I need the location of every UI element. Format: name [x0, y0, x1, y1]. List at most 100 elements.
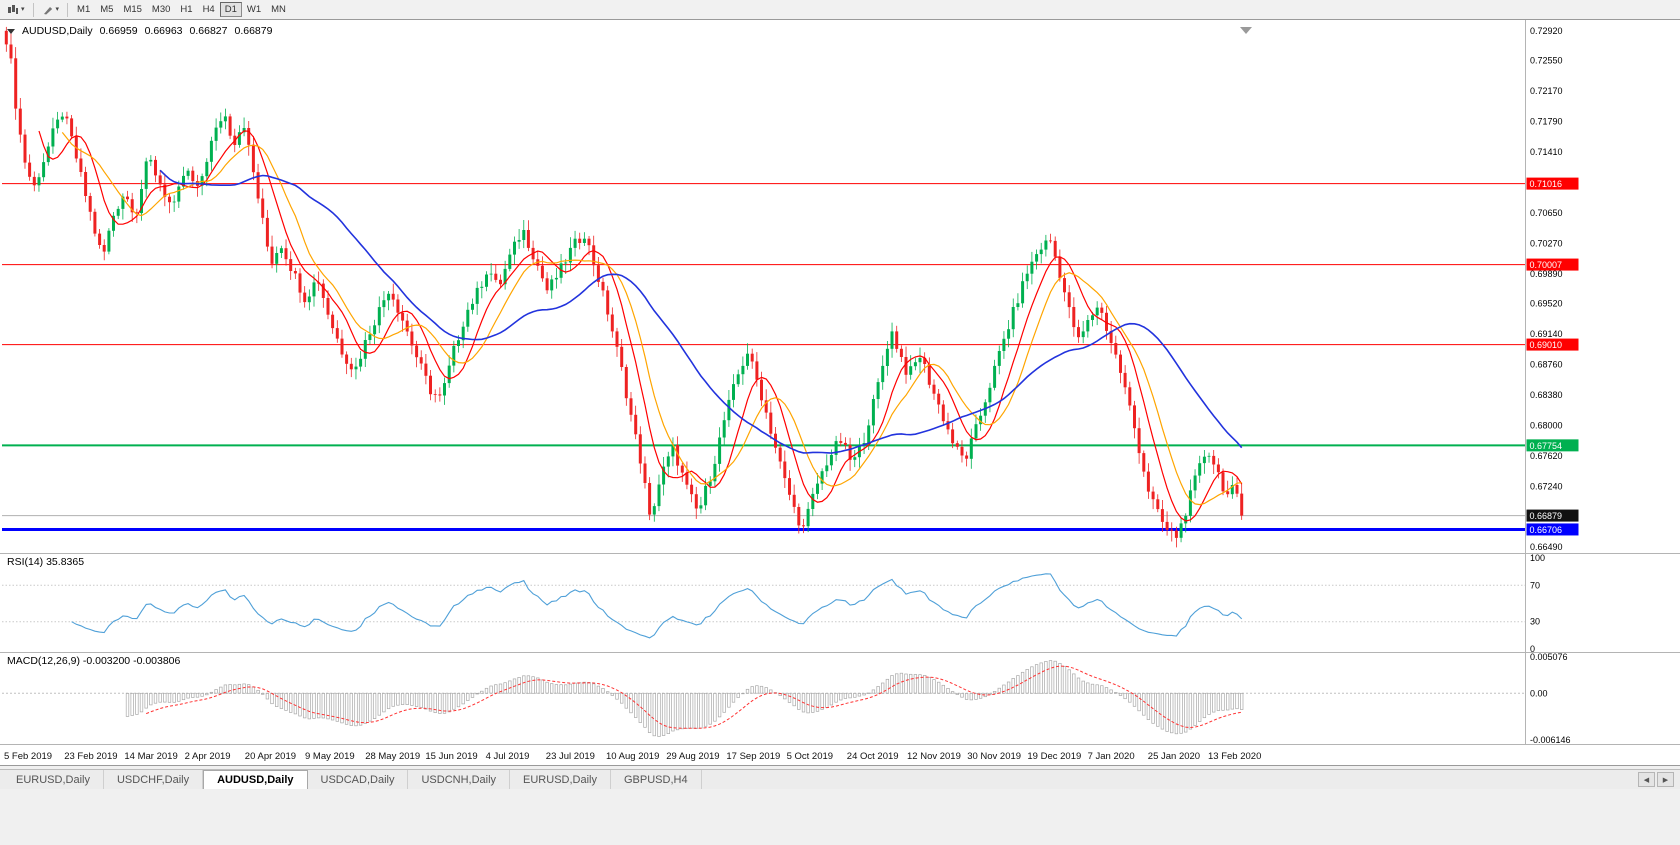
- tab-gbpusd-h4[interactable]: GBPUSD,H4: [611, 770, 702, 789]
- svg-text:0.71016: 0.71016: [1530, 179, 1563, 189]
- svg-text:23 Jul 2019: 23 Jul 2019: [546, 751, 595, 762]
- svg-text:0.66490: 0.66490: [1530, 542, 1563, 552]
- timeframe-button-m15[interactable]: M15: [118, 2, 146, 17]
- svg-text:-0.006146: -0.006146: [1530, 735, 1571, 745]
- svg-text:0.70007: 0.70007: [1530, 260, 1563, 270]
- time-axis[interactable]: 5 Feb 2019 23 Feb 2019 14 Mar 2019 2 Apr 20…: [4, 751, 1261, 762]
- pencil-icon: [43, 6, 52, 14]
- chart-shift-marker[interactable]: [1240, 27, 1252, 34]
- svg-text:0.69010: 0.69010: [1530, 340, 1563, 350]
- svg-text:0: 0: [1530, 644, 1535, 654]
- candlestick-chart-icon: [8, 4, 18, 14]
- svg-text:5 Feb 2019: 5 Feb 2019: [4, 751, 52, 762]
- svg-text:12 Nov 2019: 12 Nov 2019: [907, 751, 961, 762]
- timeframe-button-m1[interactable]: M1: [72, 2, 95, 17]
- tab-nav: ◀ ▶: [1638, 770, 1680, 789]
- chart-toolbar: ▾ ▾ M1 M5 M15 M30 H1 H4 D1 W1 MN: [0, 0, 1680, 20]
- svg-text:24 Oct 2019: 24 Oct 2019: [847, 751, 899, 762]
- timeframe-button-h4[interactable]: H4: [198, 2, 220, 17]
- svg-text:70: 70: [1530, 580, 1540, 590]
- chart-symbol-period: AUDUSD,Daily: [22, 25, 93, 37]
- rsi-line: [71, 573, 1243, 639]
- macd-histogram: [125, 660, 1244, 737]
- one-click-trading-arrow-icon[interactable]: [7, 28, 15, 34]
- tab-scroll-right-button[interactable]: ▶: [1657, 772, 1674, 787]
- chart-type-button[interactable]: ▾: [3, 2, 29, 18]
- macd-axis[interactable]: 0.005076 0.00 -0.006146: [1530, 652, 1571, 745]
- status-bar: [0, 789, 1680, 845]
- timeframe-button-mn[interactable]: MN: [266, 2, 291, 17]
- timeframe-button-h1[interactable]: H1: [175, 2, 197, 17]
- svg-text:29 Aug 2019: 29 Aug 2019: [666, 751, 719, 762]
- svg-text:0.72920: 0.72920: [1530, 26, 1563, 36]
- chart-low-value: 0.66827: [189, 25, 228, 37]
- tab-audusd-daily[interactable]: AUDUSD,Daily: [203, 770, 308, 789]
- svg-text:0.71790: 0.71790: [1530, 116, 1563, 126]
- timeframe-button-w1[interactable]: W1: [242, 2, 266, 17]
- tab-eurusd-daily[interactable]: EURUSD,Daily: [510, 770, 611, 789]
- toolbar-separator: [32, 2, 34, 17]
- chart-open-value: 0.66959: [99, 25, 138, 37]
- tab-usdcnh-daily[interactable]: USDCNH,Daily: [408, 770, 511, 789]
- svg-text:30: 30: [1530, 617, 1540, 627]
- svg-text:0.69520: 0.69520: [1530, 299, 1563, 309]
- svg-text:25 Jan 2020: 25 Jan 2020: [1148, 751, 1200, 762]
- svg-text:0.70270: 0.70270: [1530, 238, 1563, 248]
- svg-text:0.00: 0.00: [1530, 688, 1548, 698]
- dropdown-caret-icon: ▾: [21, 6, 25, 13]
- svg-text:0.72170: 0.72170: [1530, 86, 1563, 96]
- svg-text:14 Mar 2019: 14 Mar 2019: [124, 751, 177, 762]
- svg-text:0.68380: 0.68380: [1530, 390, 1563, 400]
- svg-text:4 Jul 2019: 4 Jul 2019: [486, 751, 530, 762]
- drawing-tools-button[interactable]: ▾: [38, 2, 64, 18]
- chart-ohlc-header: AUDUSD,Daily 0.66959 0.66963 0.66827 0.6…: [7, 25, 272, 37]
- svg-text:0.67754: 0.67754: [1530, 441, 1563, 451]
- candles-layer: [4, 26, 1244, 548]
- timeframe-button-d1[interactable]: D1: [219, 2, 242, 17]
- svg-text:0.67240: 0.67240: [1530, 482, 1563, 492]
- chart-tab-bar: EURUSD,Daily USDCHF,Daily AUDUSD,Daily USDC…: [0, 769, 1680, 789]
- svg-text:10 Aug 2019: 10 Aug 2019: [606, 751, 659, 762]
- svg-text:28 May 2019: 28 May 2019: [365, 751, 420, 762]
- tab-usdchf-daily[interactable]: USDCHF,Daily: [104, 770, 204, 789]
- chart-canvas[interactable]: 0.72920 0.72550 0.72170 0.71790 0.71410 0.706…: [0, 20, 1680, 766]
- svg-text:0.68000: 0.68000: [1530, 421, 1563, 431]
- svg-text:0.69890: 0.69890: [1530, 269, 1563, 279]
- svg-text:13 Feb 2020: 13 Feb 2020: [1208, 751, 1261, 762]
- level-lines-layer[interactable]: [2, 183, 1525, 531]
- svg-text:0.67620: 0.67620: [1530, 451, 1563, 461]
- svg-text:5 Oct 2019: 5 Oct 2019: [787, 751, 833, 762]
- svg-text:0.68760: 0.68760: [1530, 360, 1563, 370]
- rsi-indicator-label: RSI(14) 35.8365: [7, 556, 85, 568]
- svg-text:15 Jun 2019: 15 Jun 2019: [425, 751, 477, 762]
- svg-text:0.005076: 0.005076: [1530, 652, 1568, 662]
- svg-text:30 Nov 2019: 30 Nov 2019: [967, 751, 1021, 762]
- svg-text:0.72550: 0.72550: [1530, 56, 1563, 66]
- tab-scroll-left-button[interactable]: ◀: [1638, 772, 1655, 787]
- timeframe-button-m30[interactable]: M30: [147, 2, 175, 17]
- chart-close-value: 0.66879: [234, 25, 273, 37]
- dropdown-caret-icon: ▾: [55, 6, 60, 13]
- svg-text:0.66706: 0.66706: [1530, 525, 1563, 535]
- macd-indicator-label: MACD(12,26,9) -0.003200 -0.003806: [7, 655, 181, 667]
- svg-text:20 Apr 2019: 20 Apr 2019: [245, 751, 296, 762]
- svg-text:7 Jan 2020: 7 Jan 2020: [1088, 751, 1135, 762]
- timeframe-button-m5[interactable]: M5: [95, 2, 118, 17]
- svg-text:23 Feb 2019: 23 Feb 2019: [64, 751, 117, 762]
- svg-text:17 Sep 2019: 17 Sep 2019: [726, 751, 780, 762]
- tab-usdcad-daily[interactable]: USDCAD,Daily: [308, 770, 409, 789]
- svg-text:0.69140: 0.69140: [1530, 329, 1563, 339]
- timeframe-button-group: M1 M5 M15 M30 H1 H4 D1 W1 MN: [72, 2, 291, 17]
- price-axis[interactable]: 0.72920 0.72550 0.72170 0.71790 0.71410 0.706…: [1526, 26, 1579, 552]
- chart-high-value: 0.66963: [144, 25, 183, 37]
- toolbar-separator: [67, 2, 69, 17]
- svg-text:9 May 2019: 9 May 2019: [305, 751, 355, 762]
- svg-text:0.71410: 0.71410: [1530, 147, 1563, 157]
- svg-text:19 Dec 2019: 19 Dec 2019: [1027, 751, 1081, 762]
- svg-text:0.70650: 0.70650: [1530, 208, 1563, 218]
- rsi-axis[interactable]: 100 70 30 0: [1530, 553, 1545, 654]
- moving-averages-layer: [38, 130, 1243, 522]
- tab-strip: EURUSD,Daily USDCHF,Daily AUDUSD,Daily USDC…: [3, 770, 702, 789]
- tab-eurusd-daily[interactable]: EURUSD,Daily: [3, 770, 104, 789]
